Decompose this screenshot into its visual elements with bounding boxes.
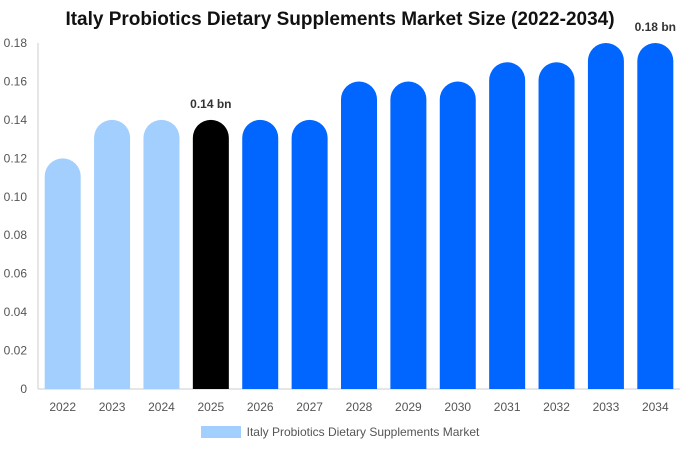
chart-title: Italy Probiotics Dietary Supplements Mar…: [65, 9, 615, 30]
bar-2024: [143, 119, 180, 389]
bar-2030: [439, 81, 476, 389]
y-tick-label: 0: [20, 382, 27, 396]
bar-2032: [538, 62, 575, 389]
bar-2026: [242, 119, 279, 389]
x-tick-label: 2034: [642, 400, 669, 414]
bar-2034: [637, 43, 674, 389]
bar-2033: [587, 43, 624, 389]
x-tick-label: 2023: [99, 400, 126, 414]
bar-2023: [94, 119, 131, 389]
y-tick-label: 0.02: [4, 344, 28, 358]
x-tick-label: 2032: [543, 400, 570, 414]
bar-2027: [291, 119, 328, 389]
x-axis: 2022 2023 2024 2025 2026 2027 2028 2029 2030 2031…: [38, 388, 680, 414]
data-label-2025: 0.14 bn: [190, 97, 231, 111]
x-tick-label: 2033: [593, 400, 620, 414]
y-tick-label: 0.10: [4, 190, 28, 204]
y-tick-label: 0.16: [4, 74, 28, 88]
x-tick-label: 2031: [494, 400, 521, 414]
x-tick-label: 2026: [247, 400, 274, 414]
x-tick-label: 2024: [148, 400, 175, 414]
legend-swatch: [200, 426, 241, 438]
bar-2029: [390, 81, 427, 389]
y-axis: 0 0.02 0.04 0.06 0.08 0.10 0.12 0.14 0.16 0.18: [4, 36, 39, 396]
bar-2031: [489, 62, 526, 390]
y-tick-label: 0.08: [4, 228, 28, 242]
legend-label: Italy Probiotics Dietary Supplements Mar…: [246, 425, 480, 439]
x-tick-label: 2028: [346, 400, 373, 414]
x-tick-label: 2029: [395, 400, 422, 414]
y-tick-label: 0.06: [4, 267, 28, 281]
x-tick-label: 2022: [49, 400, 76, 414]
bar-2028: [341, 81, 377, 389]
bars: [44, 43, 674, 390]
bar-2022: [44, 158, 81, 389]
data-labels: 0.14 bn 0.18 bn: [190, 20, 676, 111]
y-tick-label: 0.18: [4, 36, 28, 50]
bar-2025: [192, 119, 229, 389]
y-tick-label: 0.04: [4, 305, 28, 319]
data-label-2034: 0.18 bn: [635, 20, 676, 34]
y-tick-label: 0.14: [4, 113, 28, 127]
y-tick-label: 0.12: [4, 151, 28, 165]
x-tick-label: 2025: [197, 400, 224, 414]
x-tick-label: 2030: [444, 400, 471, 414]
x-tick-label: 2027: [296, 400, 323, 414]
legend: Italy Probiotics Dietary Supplements Mar…: [0, 425, 680, 439]
